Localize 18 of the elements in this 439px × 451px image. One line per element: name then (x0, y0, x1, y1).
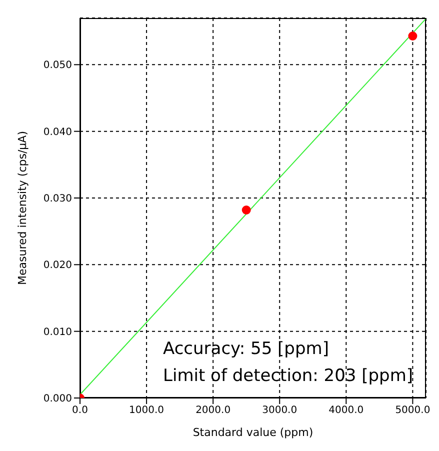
y-axis-title: Measured intensity (cps/μA) (16, 131, 29, 285)
point (242, 206, 251, 214)
annotation: Limit of detection: 203 [ppm] (163, 365, 414, 387)
y-tick-label: 0.050 (43, 60, 72, 72)
x-tick-label: 3000.0 (262, 405, 298, 416)
y-tick-label: 0.030 (43, 194, 72, 205)
y-tick-label: 0.000 (43, 394, 72, 405)
point (408, 32, 418, 40)
x-tick-label: 5000.0 (395, 405, 430, 416)
x-tick-label: 0.0 (72, 405, 88, 416)
y-tick-label: 0.040 (43, 126, 72, 138)
y-tick-label: 0.020 (43, 260, 72, 272)
x-axis-title: Standard value (ppm) (192, 426, 314, 439)
annotation: Accuracy: 55 [ppm] (163, 338, 329, 360)
y-tick-label: 0.010 (43, 326, 72, 338)
x-tick-label: 2000.0 (196, 405, 231, 416)
x-tick-label: 1000.0 (129, 405, 164, 416)
x-tick-label: 4000.0 (328, 405, 364, 416)
